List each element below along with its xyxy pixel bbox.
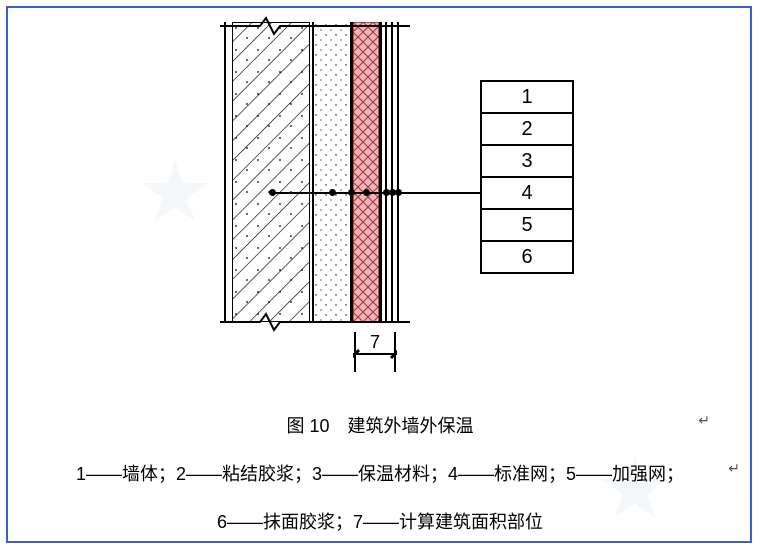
layer-left-outer-line bbox=[224, 22, 226, 322]
figure-caption: 图 10 建筑外墙外保温 ↵ bbox=[0, 412, 760, 438]
leader-dot bbox=[329, 189, 336, 196]
label-row-1: 1 bbox=[482, 82, 572, 114]
legend-line-1: 1——墙体；2——粘结胶浆；3——保温材料；4——标准网；5——加强网； ↵ bbox=[0, 460, 760, 486]
label-row-3: 3 bbox=[482, 146, 572, 178]
leader-dot bbox=[363, 189, 370, 196]
layer-mesh-line-2 bbox=[391, 22, 393, 322]
caption-text: 图 10 建筑外墙外保温 bbox=[286, 416, 473, 436]
layer-mesh-line-1 bbox=[385, 22, 387, 322]
wall-section-diagram bbox=[200, 22, 430, 322]
legend-1-text: 1——墙体；2——粘结胶浆；3——保温材料；4——标准网；5——加强网； bbox=[76, 464, 684, 484]
break-mark-bottom bbox=[220, 312, 410, 332]
label-row-2: 2 bbox=[482, 114, 572, 146]
layer-wall-body bbox=[232, 22, 310, 322]
return-mark-icon: ↵ bbox=[728, 460, 740, 477]
legend-line-2: 6——抹面胶浆；7——计算建筑面积部位 bbox=[0, 508, 760, 534]
label-row-4: 4 bbox=[482, 178, 572, 210]
leader-dot bbox=[348, 189, 355, 196]
break-mark-top bbox=[220, 16, 410, 36]
layer-plaster-line bbox=[397, 22, 399, 322]
leader-extension bbox=[400, 192, 480, 194]
label-stack: 1 2 3 4 5 6 bbox=[480, 80, 574, 274]
layer-insulation-right-line bbox=[379, 22, 382, 322]
leader-dot bbox=[269, 189, 276, 196]
layer-stipple-gap bbox=[314, 22, 350, 322]
return-mark-icon: ↵ bbox=[698, 412, 710, 429]
label-row-6: 6 bbox=[482, 242, 572, 274]
label-row-5: 5 bbox=[482, 210, 572, 242]
dimension-7-label: 7 bbox=[353, 332, 397, 353]
layer-insulation bbox=[353, 22, 379, 322]
dimension-7: 7 bbox=[353, 332, 397, 380]
